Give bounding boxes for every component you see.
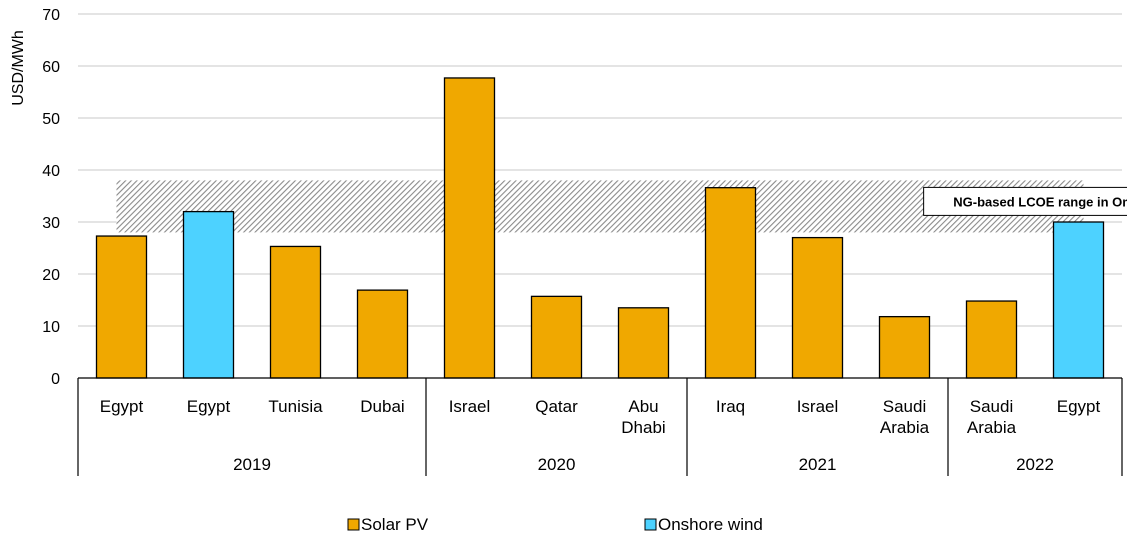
y-tick-label: 40 <box>42 163 60 180</box>
y-tick-label: 70 <box>42 7 60 24</box>
bar <box>182 210 235 379</box>
legend-label: Solar PV <box>361 515 429 534</box>
bar <box>530 295 583 379</box>
bar <box>443 77 496 379</box>
legend-swatch <box>644 518 657 531</box>
bar <box>965 300 1018 379</box>
y-axis-label: USD/MWh <box>10 30 27 106</box>
category-label: Saudi <box>883 397 926 416</box>
legend-swatch <box>347 518 360 531</box>
y-tick-label: 50 <box>42 111 60 128</box>
bar <box>356 289 409 379</box>
category-label: Dubai <box>360 397 404 416</box>
category-label: Qatar <box>535 397 578 416</box>
y-tick-label: 30 <box>42 215 60 232</box>
y-tick-label: 20 <box>42 267 60 284</box>
category-label: Saudi <box>970 397 1013 416</box>
category-label: Arabia <box>880 418 930 437</box>
bars <box>95 77 1105 379</box>
category-label: Egypt <box>187 397 231 416</box>
year-group-labels: 2019 2020 2021 2022 <box>233 455 1054 474</box>
category-label: Abu <box>628 397 658 416</box>
year-label: 2022 <box>1016 455 1054 474</box>
category-labels: Egypt Egypt Tunisia Dubai Israel Qatar Abu Dhab… <box>100 397 1101 437</box>
axes <box>77 377 1123 476</box>
bar <box>617 307 670 379</box>
bar <box>1052 221 1105 379</box>
gridlines <box>78 13 1122 327</box>
band-label: NG-based LCOE range in Oman <box>953 194 1127 209</box>
y-tick-label: 60 <box>42 59 60 76</box>
category-label: Dhabi <box>621 418 665 437</box>
legend-label: Onshore wind <box>658 515 763 534</box>
category-label: Egypt <box>1057 397 1101 416</box>
y-tick-labels: 0 10 20 30 40 50 60 70 <box>42 7 60 388</box>
legend: Solar PV Onshore wind <box>347 515 763 534</box>
category-label: Iraq <box>716 397 745 416</box>
year-label: 2020 <box>538 455 576 474</box>
y-tick-label: 10 <box>42 319 60 336</box>
year-label: 2019 <box>233 455 271 474</box>
bar <box>269 245 322 379</box>
bar <box>704 187 757 379</box>
category-label: Arabia <box>967 418 1017 437</box>
band-label-box <box>923 186 1127 216</box>
category-label: Israel <box>449 397 491 416</box>
bar <box>878 315 931 379</box>
year-label: 2021 <box>799 455 837 474</box>
ng-lcoe-range-band: NG-based LCOE range in Oman <box>116 180 1127 233</box>
category-label: Tunisia <box>268 397 323 416</box>
category-label: Israel <box>797 397 839 416</box>
bar <box>95 235 148 379</box>
category-label: Egypt <box>100 397 144 416</box>
bar <box>791 236 844 379</box>
y-tick-label: 0 <box>51 371 60 388</box>
ng-range-hatch <box>116 180 1084 233</box>
